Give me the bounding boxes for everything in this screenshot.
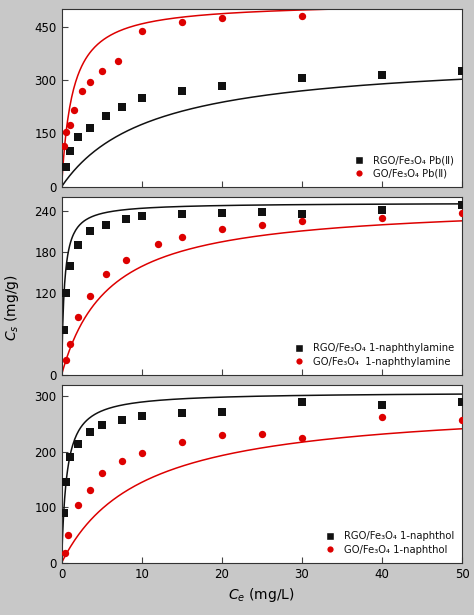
Point bbox=[66, 453, 73, 462]
Point bbox=[258, 220, 265, 229]
Point bbox=[62, 162, 69, 172]
Point bbox=[118, 415, 126, 424]
Point bbox=[63, 477, 70, 487]
Legend: RGO/Fe₃O₄ 1-naphthylamine, GO/Fe₃O₄  1-naphthylamine: RGO/Fe₃O₄ 1-naphthylamine, GO/Fe₃O₄ 1-na… bbox=[286, 340, 457, 370]
Point bbox=[63, 127, 70, 137]
Point bbox=[258, 207, 265, 217]
Point bbox=[86, 485, 93, 494]
Point bbox=[74, 312, 82, 322]
Legend: RGO/Fe₃O₄ Pb(Ⅱ), GO/Fe₃O₄ Pb(Ⅱ): RGO/Fe₃O₄ Pb(Ⅱ), GO/Fe₃O₄ Pb(Ⅱ) bbox=[346, 152, 457, 181]
Point bbox=[138, 448, 146, 458]
Point bbox=[74, 438, 82, 448]
Point bbox=[64, 530, 72, 540]
Point bbox=[62, 355, 69, 365]
Point bbox=[218, 81, 226, 90]
Point bbox=[378, 205, 386, 215]
Point bbox=[114, 56, 121, 66]
Point bbox=[298, 74, 306, 84]
Point bbox=[118, 102, 126, 112]
Point bbox=[458, 200, 466, 210]
Point bbox=[258, 429, 265, 438]
Point bbox=[378, 412, 386, 422]
Point bbox=[78, 86, 85, 96]
Point bbox=[60, 325, 68, 335]
Point bbox=[218, 224, 226, 234]
Point bbox=[178, 437, 185, 446]
Point bbox=[86, 427, 93, 437]
Point bbox=[60, 508, 68, 518]
Point bbox=[218, 407, 226, 417]
Point bbox=[70, 105, 77, 115]
Point bbox=[98, 420, 105, 430]
Point bbox=[178, 17, 185, 26]
Point bbox=[458, 397, 466, 407]
Point bbox=[178, 232, 185, 242]
Point bbox=[178, 208, 185, 218]
Text: $C_{s}$ (mg/g): $C_{s}$ (mg/g) bbox=[3, 274, 21, 341]
Point bbox=[122, 214, 129, 224]
Point bbox=[74, 499, 82, 509]
Point bbox=[218, 13, 226, 23]
Point bbox=[378, 213, 386, 223]
Point bbox=[298, 208, 306, 218]
X-axis label: $C_{e}$ (mg/L): $C_{e}$ (mg/L) bbox=[228, 586, 295, 604]
Point bbox=[102, 269, 109, 279]
Point bbox=[458, 415, 466, 424]
Point bbox=[66, 119, 73, 130]
Point bbox=[138, 93, 146, 103]
Point bbox=[60, 141, 68, 151]
Point bbox=[102, 220, 109, 229]
Point bbox=[61, 548, 69, 558]
Point bbox=[138, 411, 146, 421]
Point bbox=[458, 66, 466, 76]
Point bbox=[86, 77, 93, 87]
Point bbox=[138, 211, 146, 221]
Point bbox=[154, 239, 162, 248]
Point bbox=[458, 208, 466, 218]
Point bbox=[102, 111, 109, 121]
Point bbox=[218, 430, 226, 440]
Point bbox=[98, 468, 105, 478]
Point bbox=[298, 433, 306, 443]
Point bbox=[66, 339, 73, 349]
Point bbox=[122, 255, 129, 265]
Point bbox=[66, 146, 73, 156]
Point bbox=[74, 132, 82, 142]
Legend: RGO/Fe₃O₄ 1-naphthol, GO/Fe₃O₄ 1-naphthol: RGO/Fe₃O₄ 1-naphthol, GO/Fe₃O₄ 1-naphtho… bbox=[317, 528, 457, 558]
Point bbox=[66, 261, 73, 271]
Point bbox=[63, 288, 70, 298]
Point bbox=[298, 12, 306, 22]
Point bbox=[118, 456, 126, 466]
Point bbox=[298, 216, 306, 226]
Point bbox=[378, 400, 386, 410]
Point bbox=[178, 86, 185, 96]
Point bbox=[86, 123, 93, 133]
Point bbox=[178, 408, 185, 418]
Point bbox=[218, 208, 226, 218]
Point bbox=[74, 240, 82, 250]
Point bbox=[378, 70, 386, 80]
Point bbox=[298, 397, 306, 407]
Point bbox=[98, 66, 105, 76]
Point bbox=[86, 226, 93, 236]
Point bbox=[86, 292, 93, 301]
Point bbox=[138, 26, 146, 36]
